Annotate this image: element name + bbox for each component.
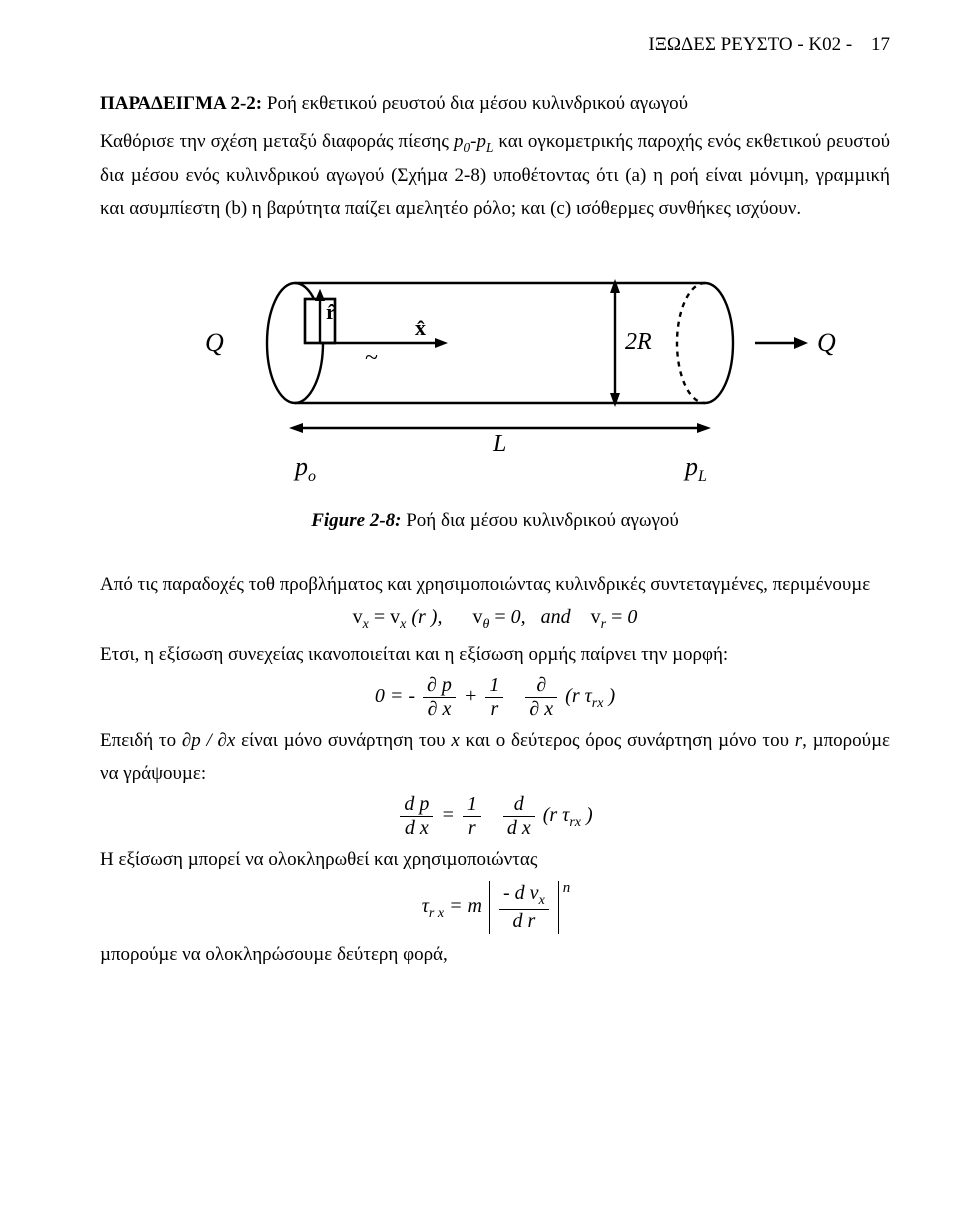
symbol-dpdx: ∂p / ∂x xyxy=(182,730,236,751)
symbol-pL: p xyxy=(476,131,486,152)
label-L: L xyxy=(492,431,506,457)
paragraph-separation: Επειδή το ∂p / ∂x είναι µόνο συνάρτηση τ… xyxy=(100,724,890,791)
paragraph-assumptions: Από τις παραδοχές τοθ προβλήµατος και χρ… xyxy=(100,568,890,601)
label-rhat: r̂ xyxy=(326,299,336,324)
caption-prefix: Figure 2-8: xyxy=(311,510,401,531)
equation-power-law: τr x = m - d vx d r n xyxy=(100,881,890,935)
label-Q-left: Q xyxy=(205,328,224,357)
example-title-line: ΠΑΡΑΔΕΙΓΜΑ 2-2: Ροή εκθετικού ρευστού δι… xyxy=(100,87,890,120)
caption-text: Ροή δια µέσου κυλινδρικού αγωγού xyxy=(401,510,678,531)
running-title: ΙΞΩΔΕΣ ΡΕΥΣΤΟ - Κ02 - xyxy=(648,34,852,55)
equation-momentum-ode: d pd x = 1r dd x (r τrx ) xyxy=(100,794,890,839)
text-span: είναι µόνο συνάρτηση του xyxy=(235,730,451,751)
eq-text: τr x = m - d vx d r n xyxy=(422,895,569,917)
equation-velocity-components: vx = vx (r ), vθ = 0, and vr = 0 xyxy=(100,605,890,634)
label-xhat: x̂ xyxy=(415,315,426,340)
label-Q-right: Q xyxy=(817,328,836,357)
example-title-text: Ροή εκθετικού ρευστού δια µέσου κυλινδρι… xyxy=(262,93,688,114)
label-p0: po xyxy=(293,452,316,483)
eq-text: d pd x = 1r dd x (r τrx ) xyxy=(397,804,592,826)
text-span: Καθόρισε την σχέση µεταξύ διαφοράς πίεση… xyxy=(100,131,454,152)
eq-text: 0 = - ∂ p∂ x + 1r ∂∂ x (r τrx ) xyxy=(375,685,615,707)
figure-2-8: Q Q r̂ x̂ ~ 2R L po pL xyxy=(100,253,890,494)
equation-momentum-pde: 0 = - ∂ p∂ x + 1r ∂∂ x (r τrx ) xyxy=(100,675,890,720)
symbol-x: x xyxy=(451,730,459,751)
cylinder-diagram-svg: Q Q r̂ x̂ ~ 2R L po pL xyxy=(145,253,845,483)
eq-text: vx = vx (r ), vθ = 0, and vr = 0 xyxy=(353,606,638,628)
example-label: ΠΑΡΑΔΕΙΓΜΑ 2-2: xyxy=(100,93,262,114)
page-number: 17 xyxy=(871,34,890,55)
paragraph-problem-statement: Καθόρισε την σχέση µεταξύ διαφοράς πίεση… xyxy=(100,125,890,226)
figure-caption: Figure 2-8: Ροή δια µέσου κυλινδρικού αγ… xyxy=(100,504,890,537)
paragraph-integrate: Η εξίσωση µπορεί να ολοκληρωθεί και χρησ… xyxy=(100,843,890,876)
text-span: Επειδή το xyxy=(100,730,182,751)
paragraph-integrate-again: µπορούµε να ολοκληρώσουµε δεύτερη φορά, xyxy=(100,938,890,971)
label-pL: pL xyxy=(683,452,707,483)
label-2R: 2R xyxy=(625,329,652,355)
text-span: και ο δεύτερος όρος συνάρτηση µόνο του xyxy=(460,730,795,751)
running-header: ΙΞΩΔΕΣ ΡΕΥΣΤΟ - Κ02 - 17 xyxy=(100,28,890,61)
label-tilde: ~ xyxy=(365,345,378,371)
paragraph-continuity: Ετσι, η εξίσωση συνεχείας ικανοποιείται … xyxy=(100,638,890,671)
